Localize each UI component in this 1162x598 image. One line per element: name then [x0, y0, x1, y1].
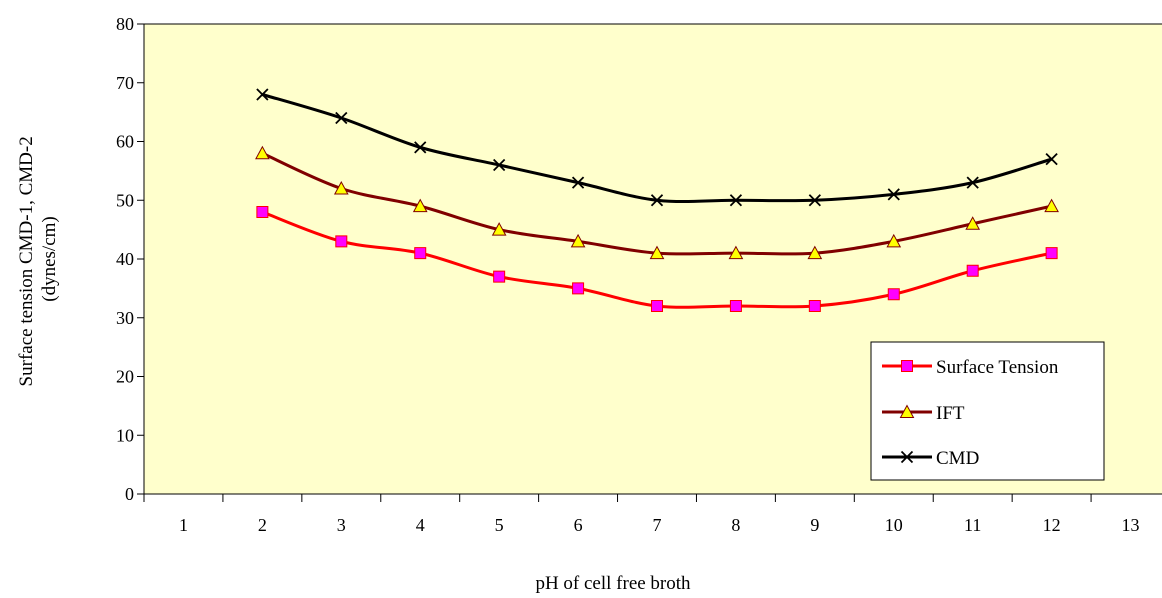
- y-axis-title: Surface tension CMD-1, CMD-2 (dynes/cm): [16, 132, 60, 387]
- data-point: [649, 245, 665, 260]
- x-tick-label: 7: [653, 515, 662, 535]
- legend-entry: IFT: [882, 403, 965, 424]
- data-point: [966, 176, 979, 189]
- data-point: [887, 188, 900, 201]
- series-line: [261, 93, 1053, 204]
- data-point: [1045, 247, 1058, 260]
- data-point: [1045, 152, 1058, 166]
- data-point: [808, 300, 821, 312]
- x-tick-label: 6: [574, 515, 583, 535]
- series-ift: [255, 145, 1059, 260]
- data-point: [650, 194, 664, 207]
- axis-titles: pH of cell free broth Surface tension CM…: [16, 132, 691, 594]
- x-tick-label: 13: [1122, 515, 1140, 535]
- y-tick-label: 80: [116, 14, 134, 34]
- y-tick-label: 0: [125, 484, 134, 504]
- data-point: [728, 245, 744, 260]
- legend-label: IFT: [936, 403, 965, 424]
- x-tick-label: 8: [731, 515, 740, 535]
- y-axis-title-line-2: (dynes/cm): [39, 216, 60, 301]
- data-point: [966, 264, 979, 277]
- y-tick-label: 50: [116, 190, 134, 210]
- data-point: [491, 222, 507, 236]
- y-tick-label: 10: [116, 425, 134, 445]
- data-point: [335, 111, 348, 125]
- x-tick-label: 4: [416, 515, 425, 535]
- x-tick-label: 3: [337, 515, 346, 535]
- legend-label: Surface Tension: [936, 357, 1059, 378]
- data-point: [886, 233, 902, 248]
- x-tick-label: 10: [885, 515, 903, 535]
- data-point: [887, 288, 900, 301]
- x-axis-title: pH of cell free broth: [535, 573, 691, 594]
- y-tick-label: 70: [116, 73, 134, 93]
- data-point: [965, 216, 981, 230]
- data-point: [808, 194, 821, 207]
- legend-entry: CMD: [882, 448, 979, 469]
- legend-label: CMD: [936, 448, 979, 469]
- data-point: [807, 245, 823, 260]
- data-point: [493, 270, 506, 283]
- x-tick-label: 12: [1043, 515, 1061, 535]
- y-tick-label: 40: [116, 249, 134, 269]
- data-point: [256, 88, 269, 101]
- data-point: [1044, 198, 1059, 213]
- data-point: [333, 180, 349, 195]
- y-tick-label: 30: [116, 308, 134, 328]
- data-point: [414, 247, 427, 260]
- legend-swatch-marker: [899, 404, 915, 418]
- data-point: [493, 158, 506, 172]
- x-tick-label: 2: [258, 515, 267, 535]
- x-axis: 1 2 3 4 5 6 7 8 9 10 11 12 13: [143, 494, 1140, 535]
- legend: Surface Tension IFT CMD: [870, 341, 1105, 481]
- data-point: [255, 145, 270, 160]
- data-point: [570, 233, 586, 248]
- y-axis-title-line-1: Surface tension CMD-1, CMD-2: [16, 136, 37, 386]
- data-point: [571, 176, 585, 189]
- legend-entry: Surface Tension: [882, 357, 1059, 378]
- y-axis: 0 10 20 30 40 50 60 70 80: [116, 14, 144, 504]
- legend-swatch-marker: [901, 360, 913, 372]
- series-cmd: [256, 88, 1058, 207]
- data-point: [412, 198, 428, 213]
- y-tick-label: 60: [116, 132, 134, 152]
- x-tick-label: 9: [810, 515, 819, 535]
- data-point: [335, 235, 348, 248]
- series-surface-tension: [256, 206, 1058, 312]
- series-line: [261, 151, 1052, 256]
- data-point: [729, 300, 742, 312]
- x-tick-label: 11: [964, 515, 981, 535]
- data-point: [729, 194, 743, 207]
- x-tick-label: 5: [495, 515, 504, 535]
- legend-swatch-marker: [900, 450, 914, 464]
- series-layer: [255, 88, 1059, 312]
- data-point: [572, 282, 585, 295]
- x-tick-label: 1: [179, 515, 188, 535]
- data-point: [651, 300, 663, 312]
- data-point: [414, 141, 427, 154]
- data-point: [256, 206, 269, 218]
- y-tick-label: 20: [116, 367, 134, 387]
